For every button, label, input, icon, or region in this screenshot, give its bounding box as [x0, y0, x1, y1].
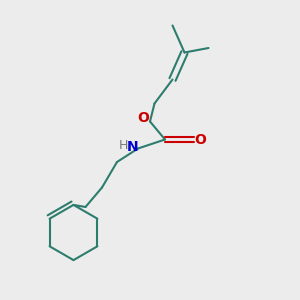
Text: H: H — [119, 139, 128, 152]
Text: O: O — [137, 111, 149, 125]
Text: O: O — [194, 133, 206, 146]
Text: N: N — [127, 140, 138, 154]
